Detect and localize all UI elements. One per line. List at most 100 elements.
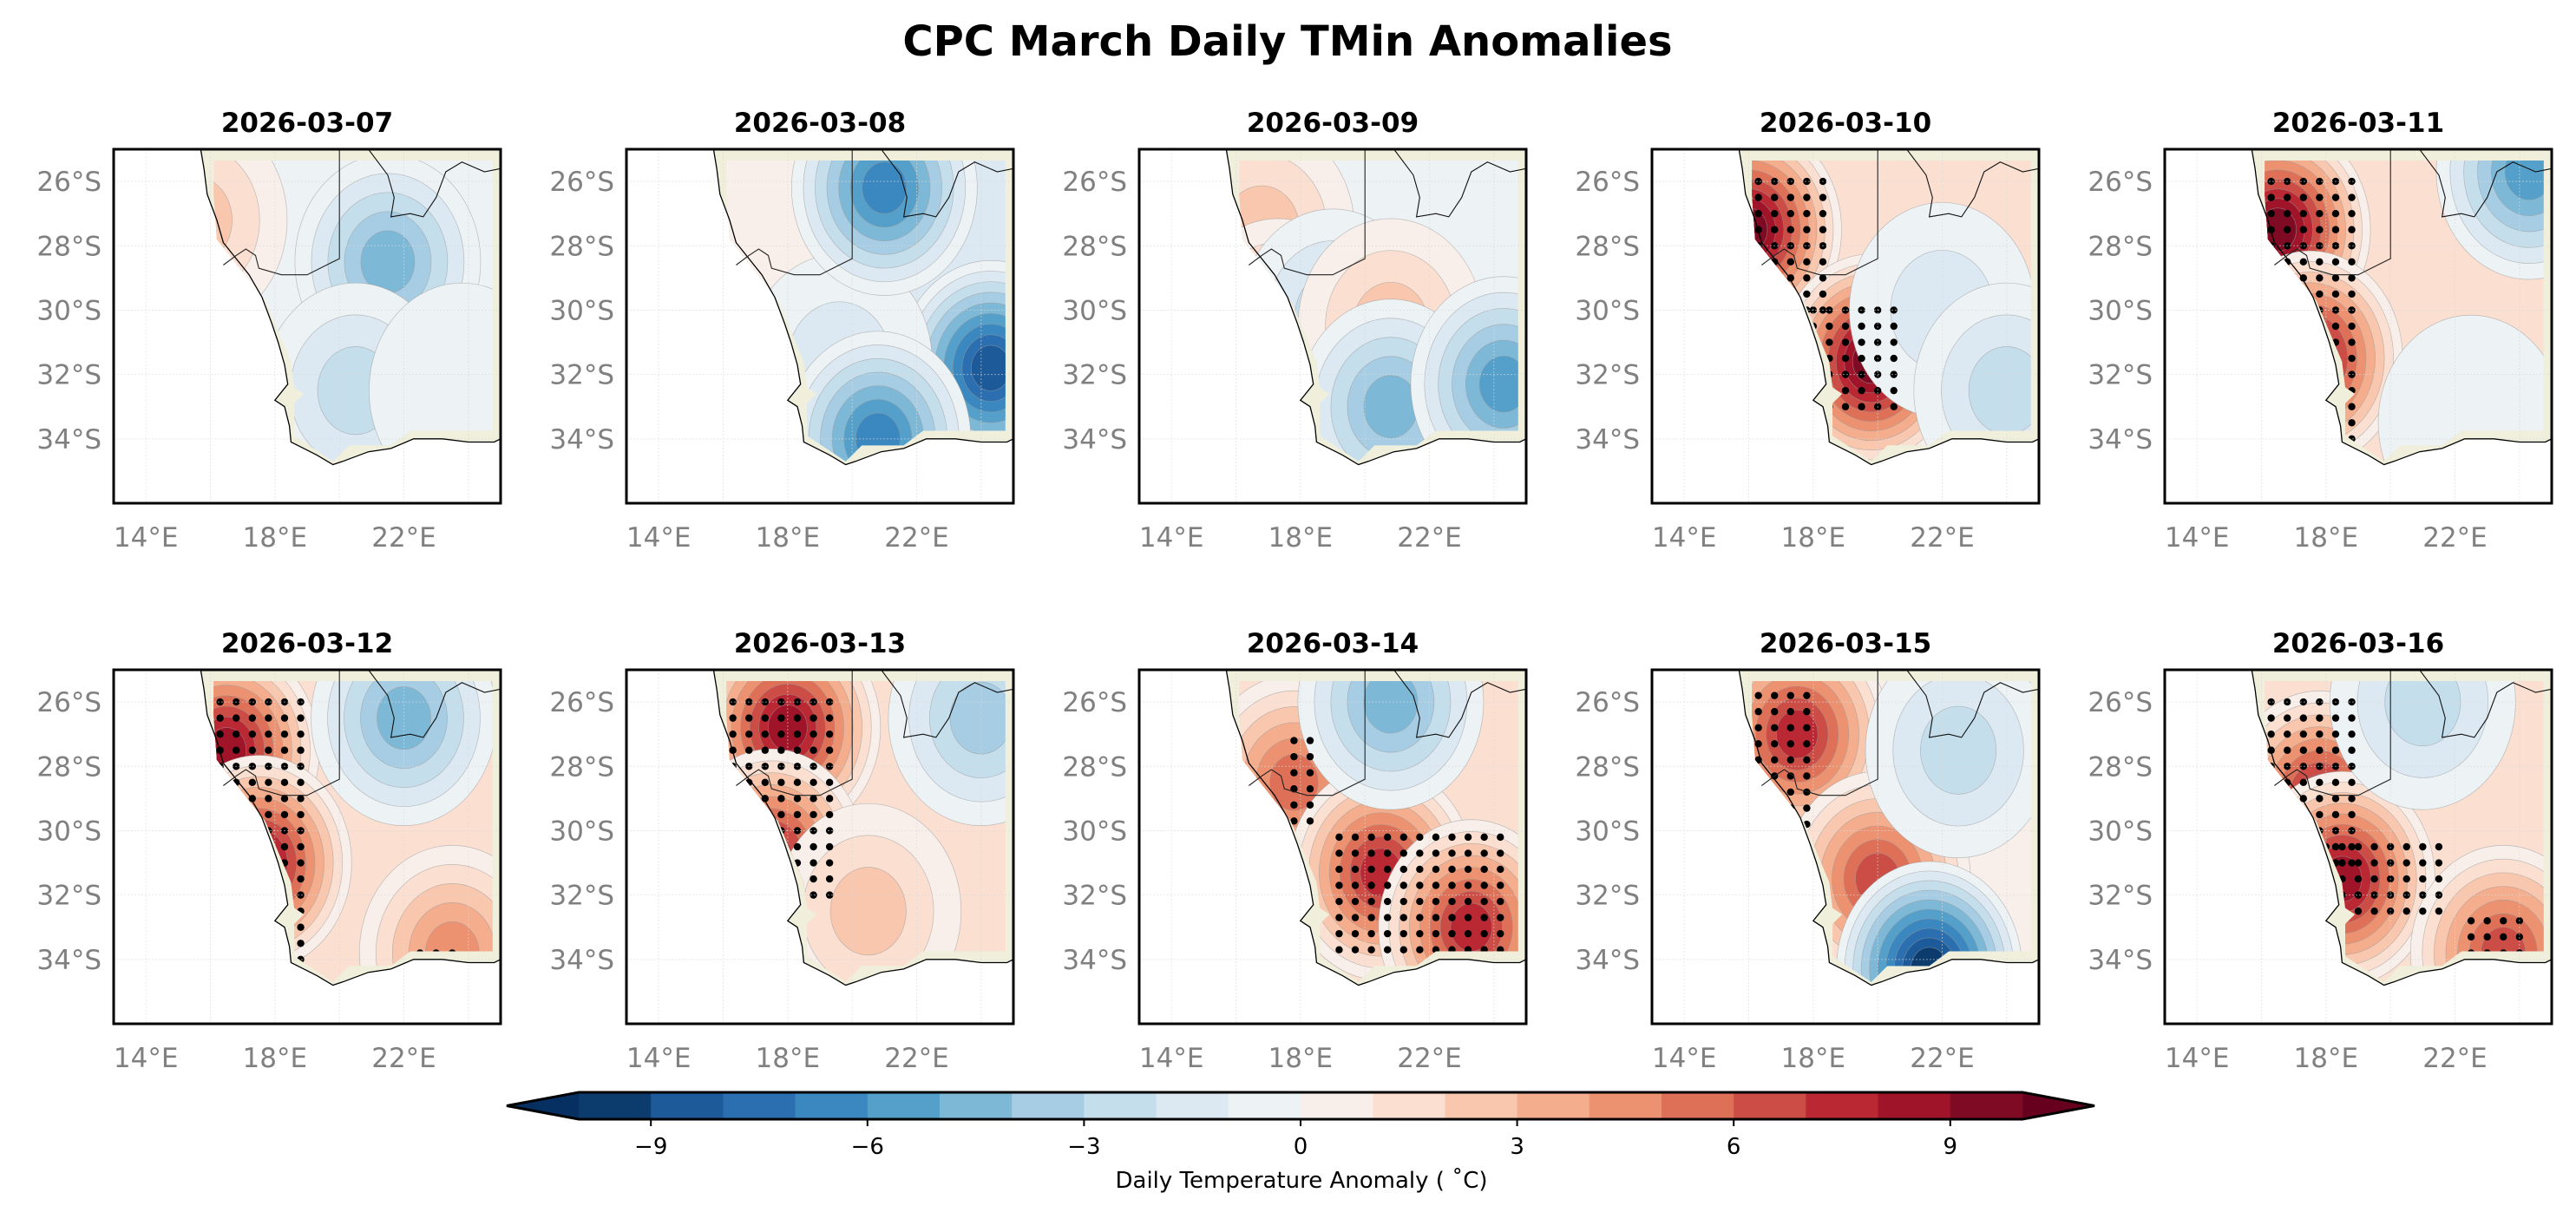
- colorbar-bin: [1589, 1092, 1662, 1119]
- stipple-dot: [297, 795, 305, 803]
- stipple-dot: [1497, 929, 1504, 938]
- stipple-dot: [2348, 698, 2356, 706]
- coastline: [1225, 148, 1527, 466]
- stipple-dot: [825, 763, 834, 770]
- stipple-dot: [793, 842, 802, 851]
- colorbar-extend-max: [2022, 1092, 2094, 1119]
- stipple-dot: [2348, 274, 2356, 282]
- stipple-dot: [1771, 708, 1779, 716]
- stipple-dot: [265, 763, 272, 770]
- stipple-dot: [1771, 209, 1779, 218]
- stipple-dot: [793, 714, 802, 722]
- lon-tick-label: 18°E: [1781, 1043, 1846, 1074]
- stipple-dot: [825, 714, 834, 722]
- stipple-dot: [297, 827, 305, 835]
- lat-tick-label: 34°S: [36, 945, 102, 976]
- stipple-dot: [2299, 698, 2308, 706]
- stipple-dot: [1290, 801, 1298, 809]
- stipple-dot: [1335, 946, 1343, 954]
- stipple-dot: [1771, 724, 1779, 731]
- stipple-dot: [1841, 354, 1850, 363]
- lon-tick-label: 18°E: [243, 522, 308, 554]
- stipple-dot: [1858, 322, 1865, 331]
- lat-tick-label: 34°S: [1575, 945, 1640, 976]
- map-panel: 2026-03-13 26°S 28°S 30°S 32°S 34°S 14°E 18°E 22…: [549, 628, 1015, 1074]
- stipple-dot: [825, 891, 834, 899]
- stipple-dot: [1803, 756, 1811, 764]
- stipple-dot: [1841, 386, 1850, 395]
- stipple-dot: [1399, 929, 1407, 938]
- lat-tick-label: 34°S: [2088, 424, 2153, 455]
- stipple-dot: [729, 730, 737, 738]
- axes-frame: [1650, 147, 2041, 505]
- stipple-dot: [2500, 917, 2507, 925]
- lat-tick-label: 30°S: [549, 295, 614, 326]
- contour-level: [1450, 902, 1493, 952]
- coastline: [200, 669, 501, 986]
- stipple-dot: [1335, 849, 1343, 857]
- stipple-dot: [2331, 258, 2340, 266]
- stipple-dot: [1367, 897, 1375, 906]
- stipple-dot: [1448, 849, 1456, 857]
- stipple-dot: [825, 795, 834, 803]
- colorbar-bin: [579, 1092, 652, 1119]
- stipple-dot: [2316, 810, 2324, 819]
- lat-tick-label: 32°S: [549, 881, 614, 912]
- border-botswana: [1393, 669, 1527, 738]
- stipple-dot: [2316, 290, 2324, 298]
- stipple-dot: [297, 698, 305, 706]
- lon-tick-label: 14°E: [1139, 522, 1204, 554]
- stipple-dot: [2267, 177, 2275, 186]
- stipple-dot: [1432, 833, 1440, 842]
- panel-title: 2026-03-15: [1760, 628, 1931, 659]
- contour-level: [213, 175, 233, 265]
- stipple-dot: [1890, 354, 1898, 363]
- stipple-dot: [1754, 177, 1762, 186]
- stipple-dot: [248, 730, 257, 738]
- colorbar-bin: [940, 1092, 1013, 1119]
- stipple-dot: [1786, 740, 1795, 748]
- stipple-dot: [1399, 914, 1407, 921]
- stipple-dot: [1819, 193, 1827, 201]
- stipple-dot: [2354, 907, 2363, 915]
- contour-level: [360, 230, 416, 294]
- stipple-dot: [2316, 746, 2324, 754]
- map-panel: 2026-03-15 26°S 28°S 30°S 32°S 34°S 14°E 18°E 22…: [1575, 628, 2041, 1074]
- map-panel: 2026-03-12 26°S 28°S 30°S 32°S 34°S 14°E 18°E 22…: [36, 628, 502, 1074]
- border-botswana: [1393, 148, 1527, 218]
- stipple-dot: [810, 795, 817, 803]
- border-namibia: [223, 149, 340, 276]
- stipple-dot: [793, 746, 802, 754]
- stipple-dot: [1464, 833, 1472, 842]
- stipple-dot: [1367, 849, 1375, 857]
- stipple-dot: [1803, 804, 1811, 812]
- stipple-dot: [1448, 914, 1456, 921]
- stipple-dot: [1803, 209, 1811, 218]
- stipple-dot: [1306, 737, 1314, 744]
- stipple-dot: [777, 746, 785, 754]
- stipple-dot: [2348, 290, 2356, 298]
- contour-level: [1920, 705, 1997, 795]
- stipple-dot: [2348, 842, 2356, 851]
- stipple-dot: [2299, 258, 2308, 266]
- contour-level: [1752, 207, 1768, 252]
- lon-tick-label: 14°E: [114, 522, 179, 554]
- lon-tick-label: 22°E: [371, 522, 436, 554]
- axes-frame: [2163, 668, 2553, 1026]
- lon-tick-label: 22°E: [1910, 522, 1975, 554]
- stipple-dot: [1803, 242, 1811, 250]
- stipple-dot: [761, 746, 770, 754]
- lon-tick-label: 22°E: [371, 1043, 436, 1074]
- stipple-dot: [2299, 226, 2308, 233]
- lat-tick-label: 32°S: [549, 360, 614, 391]
- stipple-dot: [1754, 708, 1762, 716]
- stipple-dot: [2299, 746, 2308, 754]
- lon-tick-label: 22°E: [2422, 1043, 2488, 1074]
- border-botswana: [368, 669, 501, 738]
- panel-title: 2026-03-09: [1247, 108, 1419, 139]
- stipple-dot: [2316, 226, 2324, 233]
- colorbar-outline: [506, 1091, 2095, 1121]
- stipple-dot: [1890, 306, 1898, 314]
- colorbar-bin: [723, 1092, 796, 1119]
- stipple-dot: [2316, 714, 2324, 722]
